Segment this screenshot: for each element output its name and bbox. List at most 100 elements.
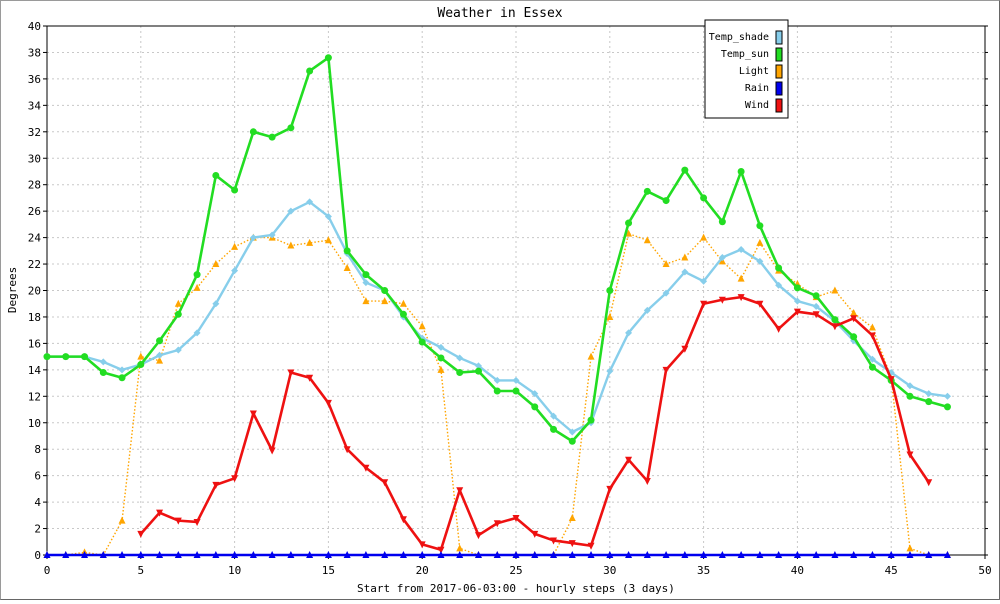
data-point-temp-shade bbox=[568, 428, 576, 436]
data-point-temp-sun bbox=[812, 292, 820, 300]
data-point-temp-sun bbox=[137, 361, 145, 369]
data-point-light bbox=[756, 238, 764, 246]
data-point-temp-sun bbox=[587, 416, 595, 424]
data-point-temp-sun bbox=[418, 338, 426, 346]
data-point-temp-sun bbox=[43, 353, 51, 361]
legend-label-temp-shade: Temp_shade bbox=[709, 32, 769, 43]
data-point-wind bbox=[718, 296, 726, 304]
data-point-temp-shade bbox=[193, 329, 201, 337]
y-axis-label: Degrees bbox=[6, 267, 19, 313]
data-point-temp-shade bbox=[718, 253, 726, 261]
y-tick-label: 8 bbox=[34, 443, 41, 456]
series-temp-sun bbox=[43, 54, 951, 445]
y-tick-label: 4 bbox=[34, 496, 41, 509]
data-point-wind bbox=[906, 451, 914, 459]
data-point-temp-sun bbox=[681, 166, 689, 174]
data-point-temp-shade bbox=[324, 212, 332, 220]
legend: Temp_shade Temp_sun Light Rain Wind bbox=[704, 19, 789, 119]
data-point-temp-sun bbox=[700, 194, 708, 202]
data-point-rain bbox=[343, 551, 351, 558]
x-tick-label: 35 bbox=[697, 564, 710, 577]
data-point-temp-shade bbox=[268, 231, 276, 239]
data-point-rain bbox=[474, 551, 482, 558]
y-tick-label: 0 bbox=[34, 549, 41, 562]
data-point-light bbox=[287, 241, 295, 249]
data-point-wind bbox=[831, 323, 839, 331]
data-point-temp-shade bbox=[212, 300, 220, 308]
data-point-light bbox=[212, 260, 220, 268]
data-point-temp-sun bbox=[212, 171, 220, 179]
data-point-wind bbox=[775, 325, 783, 333]
data-point-temp-sun bbox=[868, 363, 876, 371]
data-point-wind bbox=[662, 366, 670, 374]
data-point-temp-sun bbox=[306, 67, 314, 75]
data-point-temp-sun bbox=[718, 218, 726, 226]
data-point-light bbox=[625, 229, 633, 237]
data-point-temp-sun bbox=[793, 284, 801, 292]
data-point-temp-shade bbox=[662, 289, 670, 297]
data-point-light bbox=[681, 253, 689, 261]
data-point-light bbox=[587, 352, 595, 360]
data-point-wind bbox=[137, 530, 145, 538]
chart-title: Weather in Essex bbox=[437, 6, 562, 21]
data-point-rain bbox=[456, 551, 464, 558]
data-point-wind bbox=[249, 410, 257, 418]
data-point-temp-sun bbox=[925, 398, 933, 406]
data-point-light bbox=[118, 516, 126, 524]
x-tick-label: 50 bbox=[978, 564, 991, 577]
data-point-light bbox=[737, 274, 745, 282]
data-point-temp-shade bbox=[118, 366, 126, 374]
data-point-rain bbox=[381, 551, 389, 558]
legend-swatch-wind bbox=[775, 98, 783, 113]
data-point-temp-shade bbox=[99, 358, 107, 366]
data-point-temp-sun bbox=[381, 287, 389, 294]
data-point-temp-shade bbox=[550, 412, 558, 420]
y-tick-label: 24 bbox=[28, 232, 42, 245]
data-point-temp-shade bbox=[756, 257, 764, 265]
data-point-light bbox=[343, 264, 351, 272]
data-point-temp-sun bbox=[156, 337, 164, 345]
data-point-light bbox=[456, 544, 464, 552]
data-point-light bbox=[906, 544, 914, 552]
data-point-rain bbox=[156, 551, 164, 558]
data-point-wind bbox=[812, 311, 820, 319]
data-point-temp-sun bbox=[174, 310, 182, 318]
data-point-rain bbox=[268, 551, 276, 558]
data-point-temp-sun bbox=[118, 374, 126, 382]
data-point-temp-sun bbox=[62, 353, 70, 361]
data-point-temp-sun bbox=[437, 354, 445, 362]
data-point-temp-shade bbox=[287, 207, 295, 215]
data-point-rain bbox=[99, 551, 107, 558]
data-point-rain bbox=[212, 551, 220, 558]
data-point-wind bbox=[193, 518, 201, 526]
data-point-wind bbox=[456, 487, 464, 495]
data-point-rain bbox=[512, 551, 520, 558]
data-point-rain bbox=[362, 551, 370, 558]
data-point-temp-sun bbox=[399, 310, 407, 318]
data-point-wind bbox=[437, 546, 445, 554]
data-point-wind bbox=[700, 300, 708, 308]
data-point-wind bbox=[362, 464, 370, 472]
legend-swatch-temp-sun bbox=[775, 47, 783, 62]
y-tick-label: 18 bbox=[28, 311, 41, 324]
data-point-rain bbox=[737, 551, 745, 558]
data-point-temp-sun bbox=[193, 271, 201, 279]
data-point-wind bbox=[324, 399, 332, 407]
data-point-temp-sun bbox=[625, 219, 633, 227]
x-tick-label: 5 bbox=[137, 564, 144, 577]
data-point-rain bbox=[43, 551, 51, 558]
data-point-wind bbox=[606, 485, 614, 493]
data-point-light bbox=[324, 236, 332, 244]
data-point-temp-shade bbox=[249, 234, 257, 242]
data-point-rain bbox=[437, 551, 445, 558]
data-point-temp-sun bbox=[287, 124, 295, 132]
data-point-temp-shade bbox=[437, 343, 445, 351]
data-point-temp-sun bbox=[756, 222, 764, 230]
data-point-temp-sun bbox=[249, 128, 257, 136]
data-point-wind bbox=[474, 532, 482, 540]
data-point-rain bbox=[925, 551, 933, 558]
x-axis-label: Start from 2017-06-03:00 - hourly steps … bbox=[357, 582, 675, 595]
data-point-rain bbox=[775, 551, 783, 558]
legend-label-temp-sun: Temp_sun bbox=[721, 49, 769, 60]
data-point-rain bbox=[531, 551, 539, 558]
